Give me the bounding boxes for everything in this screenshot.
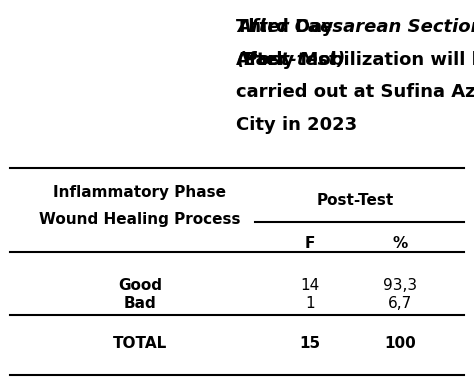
Text: %: % — [392, 236, 408, 251]
Text: carried out at Sufina Aziz RSU, Medan: carried out at Sufina Aziz RSU, Medan — [237, 83, 474, 101]
Text: After: After — [236, 51, 287, 69]
Text: Third Day: Third Day — [236, 18, 340, 36]
Text: Bad: Bad — [124, 296, 156, 311]
Text: 15: 15 — [300, 336, 320, 351]
Text: After Caesarean Section: After Caesarean Section — [237, 18, 474, 36]
Text: Wound Healing Process: Wound Healing Process — [39, 212, 241, 227]
Text: City in 2023: City in 2023 — [237, 116, 357, 134]
Text: 93,3: 93,3 — [383, 278, 417, 293]
Text: Early Mobilization will be: Early Mobilization will be — [237, 51, 474, 69]
Text: Good: Good — [118, 278, 162, 293]
Text: 100: 100 — [384, 336, 416, 351]
Text: 14: 14 — [301, 278, 319, 293]
Text: Inflammatory Phase: Inflammatory Phase — [54, 185, 227, 200]
Text: 1: 1 — [305, 296, 315, 311]
Text: Post-Test: Post-Test — [316, 193, 393, 208]
Text: 6,7: 6,7 — [388, 296, 412, 311]
Text: TOTAL: TOTAL — [113, 336, 167, 351]
Text: (Post-test): (Post-test) — [237, 51, 346, 69]
Text: F: F — [305, 236, 315, 251]
